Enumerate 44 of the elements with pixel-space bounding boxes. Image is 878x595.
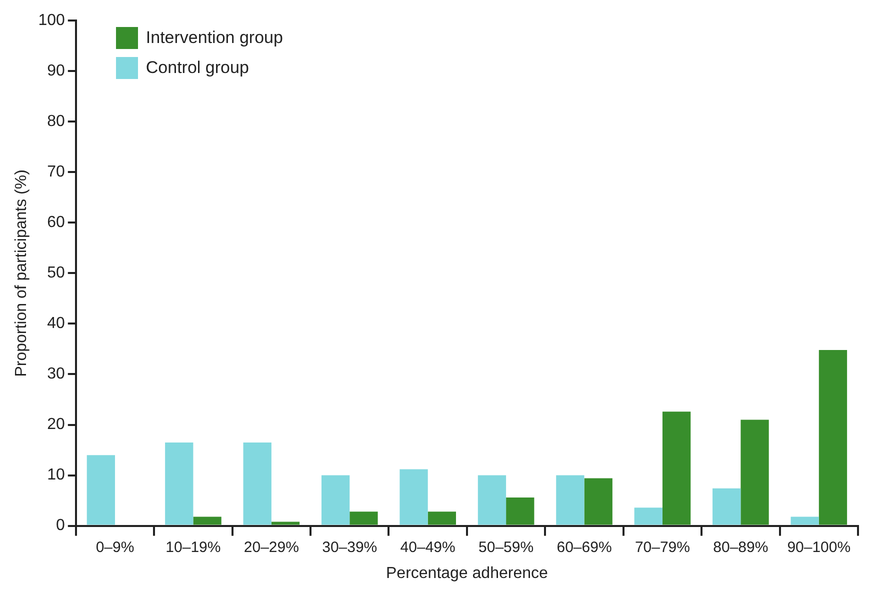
x-tick-label: 30–39% [322, 538, 378, 556]
y-tick-label: 10 [47, 466, 65, 484]
x-tick-label: 10–19% [166, 538, 221, 556]
bar [165, 442, 194, 525]
x-tick-label: 0–9% [96, 538, 134, 556]
x-tick-label: 50–59% [478, 538, 534, 556]
y-tick-label: 40 [47, 315, 65, 332]
bar [243, 442, 272, 525]
bar [712, 488, 741, 525]
bar [400, 469, 428, 525]
bar [818, 350, 848, 525]
bar [506, 498, 534, 525]
bar [271, 522, 300, 525]
y-tick-label: 60 [47, 214, 65, 232]
bar [740, 420, 769, 525]
y-tick-label: 90 [47, 62, 65, 80]
bar [662, 412, 691, 525]
bar [556, 475, 584, 525]
y-tick-label: 80 [47, 113, 65, 130]
bar [350, 512, 378, 525]
x-tick-label: 60–69% [556, 538, 612, 556]
x-axis-title: Percentage adherence [386, 564, 548, 582]
y-tick-label: 20 [47, 416, 65, 434]
y-tick-label: 0 [56, 517, 65, 534]
y-tick-label: 70 [47, 164, 65, 181]
x-tick-label: 40–49% [400, 538, 456, 556]
y-tick-label: 100 [38, 12, 65, 30]
bar [428, 512, 456, 525]
y-tick-label: 30 [47, 366, 65, 383]
y-tick-label: 50 [47, 264, 65, 282]
bar [193, 516, 222, 525]
legend-label: Intervention group [146, 28, 283, 48]
bar [478, 475, 506, 525]
x-tick-label: 20–29% [244, 538, 299, 556]
x-tick-label: 90–100% [787, 538, 851, 556]
legend-label: Control group [146, 58, 249, 78]
x-tick-label: 80–89% [713, 538, 768, 556]
bar [86, 455, 115, 525]
x-tick-label: 70–79% [634, 538, 690, 556]
bar [634, 508, 662, 525]
bar [584, 478, 612, 525]
bar [790, 516, 819, 525]
bar [321, 475, 350, 525]
y-axis-title: Proportion of participants (%) [13, 170, 30, 377]
